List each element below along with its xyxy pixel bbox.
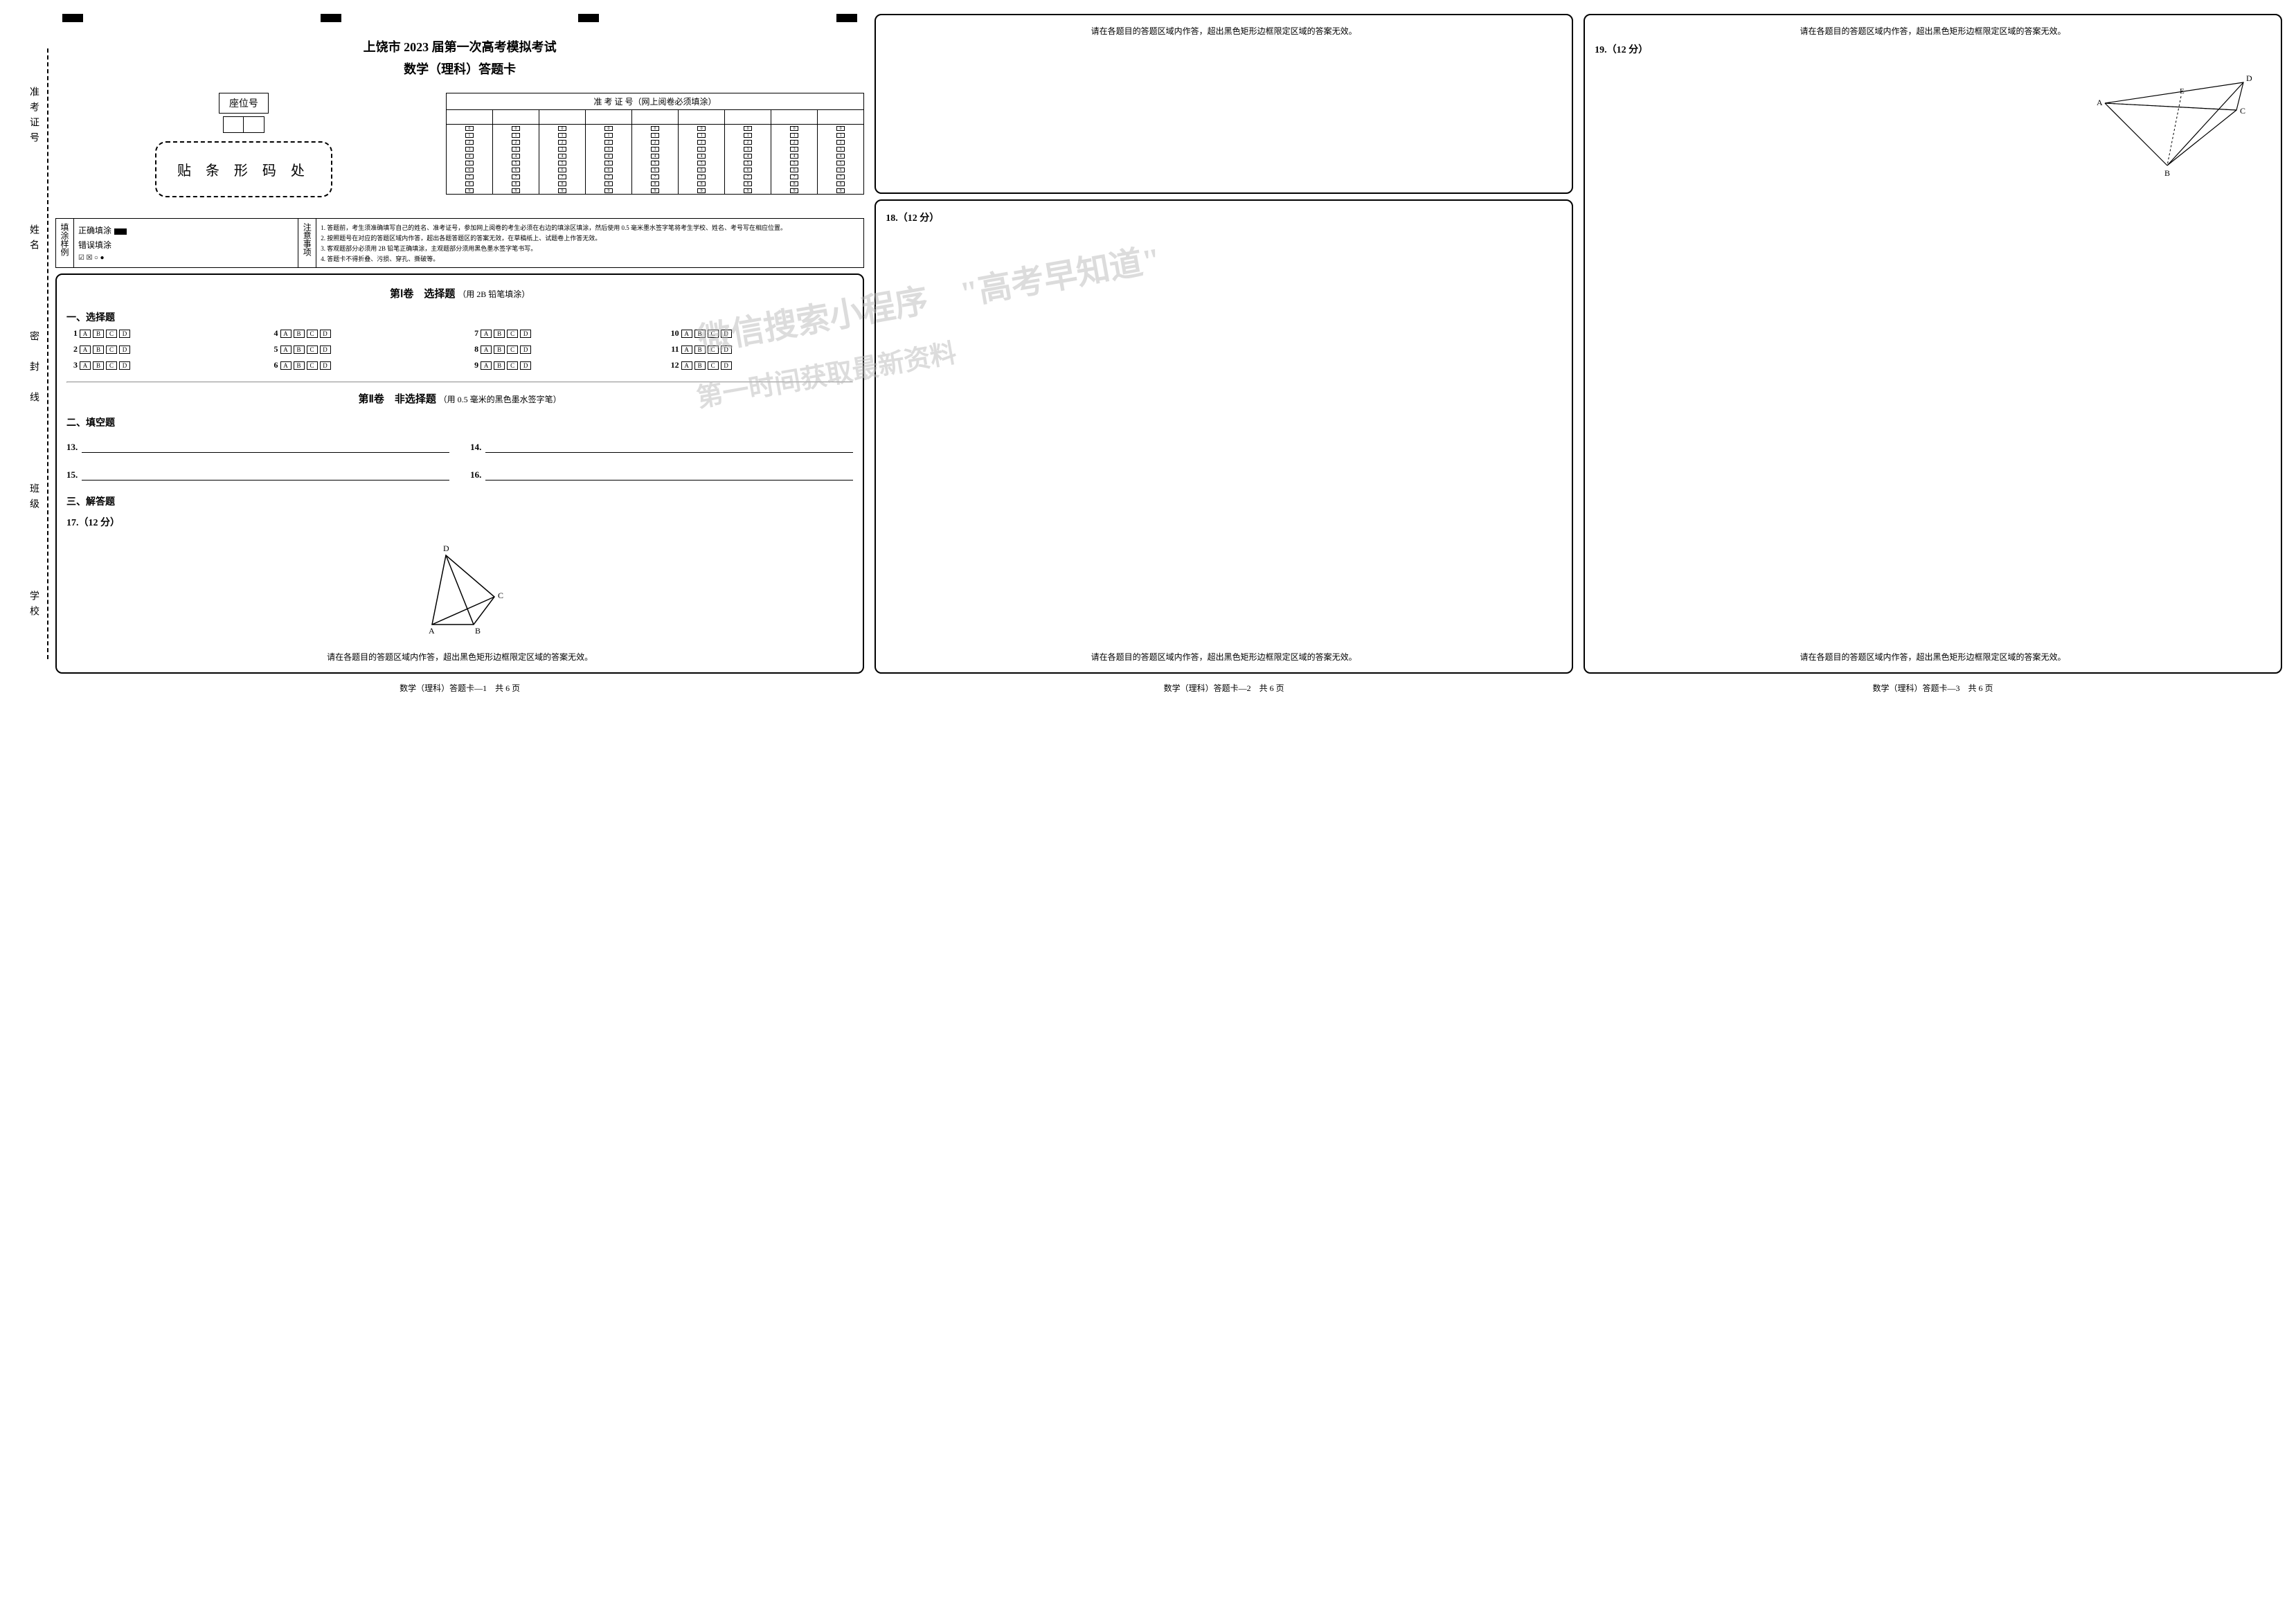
reg-mark — [321, 14, 341, 22]
vlabel-school: 学校 — [14, 591, 40, 621]
exam-id-block: 准 考 证 号（网上阅卷必须填涂） 0000000001111111112222… — [446, 93, 864, 195]
svg-text:D: D — [443, 544, 449, 553]
exam-title: 上饶市 2023 届第一次高考模拟考试 — [55, 37, 864, 55]
note-item: 2. 按照题号在对应的答题区域内作答，超出各题答题区的答案无效，在草稿纸上、试题… — [321, 233, 859, 242]
q18-label: 18.（12 分） — [886, 210, 1562, 224]
mc-question[interactable]: 9ABCD — [467, 360, 653, 370]
mc-question[interactable]: 7ABCD — [467, 328, 653, 339]
free-response-heading: 三、解答题 — [66, 494, 853, 508]
page-footer-3: 数学（理科）答题卡—3 共 6 页 — [1584, 682, 2282, 694]
barcode-area: 贴 条 形 码 处 — [155, 141, 332, 197]
seal-line-label: 密 封 线 — [14, 331, 40, 407]
exam-id-header: 准 考 证 号（网上阅卷必须填涂） — [446, 93, 864, 110]
instruction-header: 请在各题目的答题区域内作答，超出黑色矩形边框限定区域的答案无效。 — [886, 22, 1562, 39]
page-footer-1: 数学（理科）答题卡—1 共 6 页 — [55, 682, 864, 694]
instructions-block: 填涂样例 正确填涂 错误填涂 ☑ ☒ ○ ● 注意事项 1. 答题前，考生须准确… — [55, 218, 864, 268]
fill-heading: 二、填空题 — [66, 415, 853, 429]
answer-panel-q18[interactable]: 18.（12 分） 请在各题目的答题区域内作答，超出黑色矩形边框限定区域的答案无… — [875, 199, 1573, 674]
mc-heading: 一、选择题 — [66, 310, 853, 324]
mc-question[interactable]: 6ABCD — [267, 360, 453, 370]
exam-id-bubble-grid[interactable]: 0000000001111111112222222223333333334444… — [446, 125, 864, 195]
reg-mark — [836, 14, 857, 22]
seat-and-barcode: 座位号 贴 条 形 码 处 — [55, 93, 432, 204]
seat-label: 座位号 — [219, 93, 269, 114]
svg-text:B: B — [2164, 168, 2170, 178]
title-block: 上饶市 2023 届第一次高考模拟考试 数学（理科）答题卡 — [55, 33, 864, 87]
sheet-title: 数学（理科）答题卡 — [55, 60, 864, 78]
wrong-fill-label: 错误填涂 — [78, 240, 111, 250]
page-container: 准考证号 姓名 密 封 线 班级 学校 微信搜索小程序 "高考早知道" 第一时间… — [14, 14, 2282, 694]
note-item: 3. 客观题部分必须用 2B 铅笔正确填涂，主观题部分须用黑色墨水签字笔书写。 — [321, 244, 859, 253]
correct-fill-label: 正确填涂 — [78, 226, 111, 235]
seat-block: 座位号 — [219, 93, 269, 133]
reg-mark — [578, 14, 599, 22]
correct-fill-icon — [114, 228, 127, 235]
vlabel-name: 姓名 — [14, 224, 40, 255]
q17-label: 17.（12 分） — [66, 515, 853, 529]
vlabel-exam-id: 准考证号 — [14, 87, 40, 147]
svg-text:C: C — [2240, 106, 2245, 116]
svg-text:D: D — [2246, 73, 2252, 83]
registration-marks-top — [55, 14, 864, 28]
exam-id-entry-row[interactable] — [446, 110, 864, 125]
mc-question[interactable]: 1ABCD — [66, 328, 252, 339]
mc-question[interactable]: 2ABCD — [66, 344, 252, 354]
header-row: 座位号 贴 条 形 码 处 准 考 证 号（网上阅卷必须填涂） 00000000… — [55, 93, 864, 204]
notes-list: 1. 答题前，考生须准确填写自己的姓名、准考证号，参加网上阅卷的考生必须在右边的… — [316, 219, 863, 267]
wrong-fill-icons: ☑ ☒ ○ ● — [78, 254, 294, 262]
mc-question[interactable]: 11ABCD — [668, 344, 854, 354]
fill-example-heading: 填涂样例 — [56, 219, 74, 267]
svg-text:C: C — [498, 591, 503, 600]
mc-question[interactable]: 4ABCD — [267, 328, 453, 339]
svg-text:A: A — [429, 626, 435, 636]
note-item: 4. 答题卡不得折叠、污损、穿孔、撕破等。 — [321, 254, 859, 263]
q19-label: 19.（12 分） — [1595, 42, 2271, 56]
column-3: 请在各题目的答题区域内作答，超出黑色矩形边框限定区域的答案无效。 19.（12 … — [1584, 14, 2282, 694]
fill-examples: 正确填涂 错误填涂 ☑ ☒ ○ ● — [74, 219, 298, 267]
answer-panel-q19[interactable]: 请在各题目的答题区域内作答，超出黑色矩形边框限定区域的答案无效。 19.（12 … — [1584, 14, 2282, 674]
column-1: 上饶市 2023 届第一次高考模拟考试 数学（理科）答题卡 座位号 贴 条 形 … — [55, 14, 864, 694]
main-answer-panel-col1: 第Ⅰ卷 选择题 （用 2B 铅笔填涂） 一、选择题 1ABCD 4ABCD 7ABC… — [55, 273, 864, 674]
mc-question[interactable]: 5ABCD — [267, 344, 453, 354]
answer-panel-q17-cont[interactable]: 请在各题目的答题区域内作答，超出黑色矩形边框限定区域的答案无效。 — [875, 14, 1573, 194]
section1-title: 第Ⅰ卷 选择题 （用 2B 铅笔填涂） — [66, 286, 853, 300]
multiple-choice-grid[interactable]: 1ABCD 4ABCD 7ABCD 10ABCD 2ABCD 5ABCD 8ABCD 11AB… — [66, 328, 853, 370]
section2-title: 第Ⅱ卷 非选择题 （用 0.5 毫米的黑色墨水签字笔） — [66, 391, 853, 406]
q19-diagram: A D C B E — [1595, 69, 2271, 189]
notes-heading: 注意事项 — [298, 219, 316, 267]
vlabel-class: 班级 — [14, 483, 40, 514]
mc-question[interactable]: 12ABCD — [668, 360, 854, 370]
fill-blank-row-2[interactable]: 15. 16. — [66, 469, 853, 481]
reg-mark — [62, 14, 83, 22]
mc-question[interactable]: 10ABCD — [668, 328, 854, 339]
instruction-header: 请在各题目的答题区域内作答，超出黑色矩形边框限定区域的答案无效。 — [1595, 22, 2271, 39]
instruction-footer: 请在各题目的答题区域内作答，超出黑色矩形边框限定区域的答案无效。 — [886, 648, 1562, 665]
q17-diagram: A B C D — [66, 541, 853, 641]
mc-question[interactable]: 3ABCD — [66, 360, 252, 370]
svg-text:A: A — [2097, 98, 2103, 107]
binding-vertical-labels: 准考证号 姓名 密 封 线 班级 学校 — [14, 48, 48, 659]
mc-question[interactable]: 8ABCD — [467, 344, 653, 354]
svg-text:B: B — [475, 626, 481, 636]
instruction-footer: 请在各题目的答题区域内作答，超出黑色矩形边框限定区域的答案无效。 — [66, 648, 853, 665]
note-item: 1. 答题前，考生须准确填写自己的姓名、准考证号，参加网上阅卷的考生必须在右边的… — [321, 223, 859, 232]
instruction-footer: 请在各题目的答题区域内作答，超出黑色矩形边框限定区域的答案无效。 — [1595, 648, 2271, 665]
seat-number-boxes[interactable] — [223, 116, 264, 133]
page-footer-2: 数学（理科）答题卡—2 共 6 页 — [875, 682, 1573, 694]
fill-blank-row-1[interactable]: 13. 14. — [66, 442, 853, 453]
column-2: 请在各题目的答题区域内作答，超出黑色矩形边框限定区域的答案无效。 18.（12 … — [875, 14, 1573, 694]
svg-text:E: E — [2180, 87, 2185, 96]
